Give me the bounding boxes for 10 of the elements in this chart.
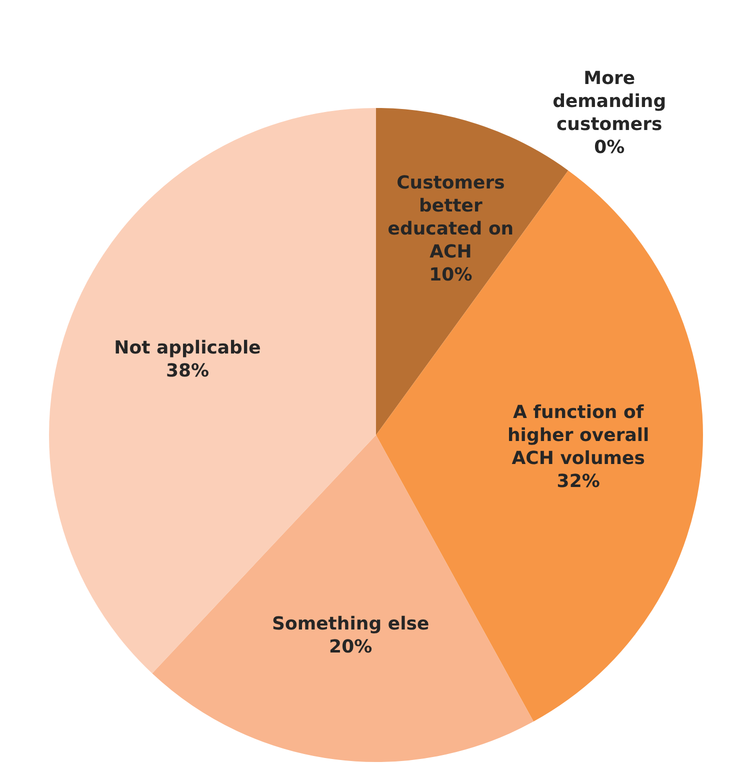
slice-label: Customers better educated on ACH (388, 172, 514, 262)
slice-label: Something else (272, 613, 430, 634)
category-label: More demanding customers (552, 68, 666, 135)
data-label: 38% (166, 360, 210, 382)
data-label: 32% (556, 470, 600, 492)
data-label: 20% (329, 636, 372, 658)
text: 0% (594, 136, 625, 158)
data-label: 10% (429, 264, 472, 286)
slice-label: Not applicable (114, 338, 261, 359)
slice-label: A function of higher overall ACH volumes (507, 402, 650, 469)
